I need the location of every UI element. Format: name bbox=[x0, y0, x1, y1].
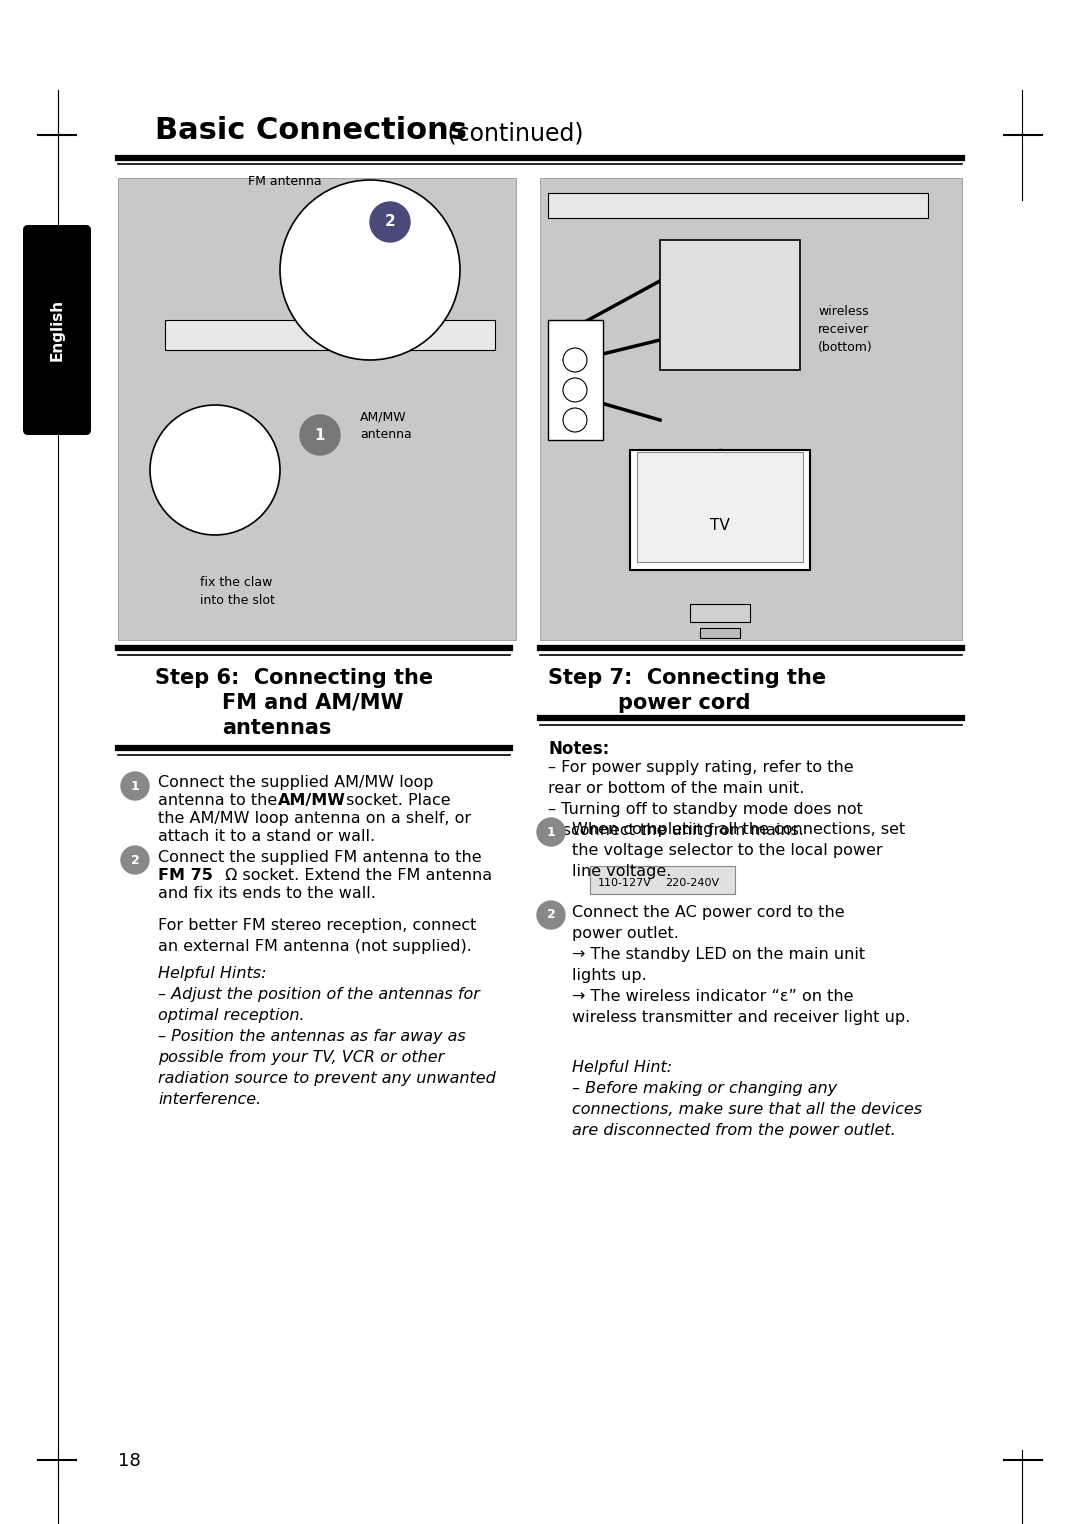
Text: 2: 2 bbox=[384, 215, 395, 230]
Text: antennas: antennas bbox=[222, 718, 332, 738]
Text: Step 6:  Connecting the: Step 6: Connecting the bbox=[156, 668, 433, 687]
Text: English: English bbox=[50, 299, 65, 361]
Text: Helpful Hints:
– Adjust the position of the antennas for
optimal reception.
– Po: Helpful Hints: – Adjust the position of … bbox=[158, 966, 496, 1106]
Text: Ω socket. Extend the FM antenna: Ω socket. Extend the FM antenna bbox=[220, 869, 492, 882]
Text: wireless: wireless bbox=[818, 305, 868, 319]
Text: 110-127V: 110-127V bbox=[598, 878, 652, 888]
Text: Helpful Hint:
– Before making or changing any
connections, make sure that all th: Helpful Hint: – Before making or changin… bbox=[572, 1061, 922, 1138]
Text: When completing all the connections, set
the voltage selector to the local power: When completing all the connections, set… bbox=[572, 821, 905, 879]
Circle shape bbox=[370, 203, 410, 242]
Bar bbox=[690, 604, 750, 622]
Text: Basic Connections: Basic Connections bbox=[156, 116, 467, 145]
Text: AM/MW: AM/MW bbox=[360, 410, 407, 424]
Bar bbox=[118, 178, 516, 640]
Text: attach it to a stand or wall.: attach it to a stand or wall. bbox=[158, 829, 375, 844]
Text: FM 75: FM 75 bbox=[158, 869, 213, 882]
Text: Connect the supplied AM/MW loop: Connect the supplied AM/MW loop bbox=[158, 776, 433, 789]
Circle shape bbox=[537, 818, 565, 846]
Bar bbox=[700, 628, 740, 639]
Bar bbox=[660, 239, 800, 370]
Bar bbox=[548, 194, 928, 218]
Circle shape bbox=[121, 773, 149, 800]
Circle shape bbox=[150, 405, 280, 535]
Text: the AM/MW loop antenna on a shelf, or: the AM/MW loop antenna on a shelf, or bbox=[158, 811, 471, 826]
Text: – For power supply rating, refer to the
rear or bottom of the main unit.
– Turni: – For power supply rating, refer to the … bbox=[548, 760, 863, 838]
Text: (continued): (continued) bbox=[440, 120, 583, 145]
Text: socket. Place: socket. Place bbox=[341, 792, 450, 808]
Circle shape bbox=[280, 180, 460, 360]
Text: antenna to the: antenna to the bbox=[158, 792, 282, 808]
Bar bbox=[637, 453, 804, 562]
Circle shape bbox=[537, 901, 565, 930]
Text: Step 7:  Connecting the: Step 7: Connecting the bbox=[548, 668, 826, 687]
Bar bbox=[548, 320, 603, 440]
Text: AM/MW: AM/MW bbox=[278, 792, 346, 808]
Text: 1: 1 bbox=[546, 826, 555, 838]
Text: Connect the supplied FM antenna to the: Connect the supplied FM antenna to the bbox=[158, 850, 482, 866]
Text: fix the claw: fix the claw bbox=[200, 576, 272, 588]
Text: 2: 2 bbox=[546, 908, 555, 922]
Circle shape bbox=[563, 408, 588, 431]
Bar bbox=[165, 320, 495, 351]
Text: Notes:: Notes: bbox=[548, 741, 609, 757]
Text: Connect the AC power cord to the
power outlet.
→ The standby LED on the main uni: Connect the AC power cord to the power o… bbox=[572, 905, 910, 1026]
Text: receiver: receiver bbox=[818, 323, 869, 335]
Text: 1: 1 bbox=[131, 779, 139, 792]
Circle shape bbox=[121, 846, 149, 873]
FancyBboxPatch shape bbox=[23, 226, 91, 434]
Circle shape bbox=[563, 378, 588, 402]
Text: 1: 1 bbox=[314, 428, 325, 442]
Text: (bottom): (bottom) bbox=[818, 341, 873, 354]
Text: For better FM stereo reception, connect
an external FM antenna (not supplied).: For better FM stereo reception, connect … bbox=[158, 917, 476, 954]
Bar bbox=[540, 178, 962, 640]
Text: into the slot: into the slot bbox=[200, 594, 275, 607]
Text: TV: TV bbox=[711, 518, 730, 532]
Circle shape bbox=[563, 347, 588, 372]
Text: FM and AM/MW: FM and AM/MW bbox=[222, 693, 404, 713]
Text: 2: 2 bbox=[131, 853, 139, 867]
Text: FM antenna: FM antenna bbox=[248, 175, 322, 187]
Circle shape bbox=[300, 415, 340, 456]
Text: 18: 18 bbox=[118, 1452, 140, 1471]
Text: 220-240V: 220-240V bbox=[665, 878, 719, 888]
Text: power cord: power cord bbox=[618, 693, 751, 713]
Text: and fix its ends to the wall.: and fix its ends to the wall. bbox=[158, 885, 376, 901]
Bar bbox=[630, 450, 810, 570]
Text: antenna: antenna bbox=[360, 428, 411, 440]
Bar bbox=[590, 866, 735, 895]
